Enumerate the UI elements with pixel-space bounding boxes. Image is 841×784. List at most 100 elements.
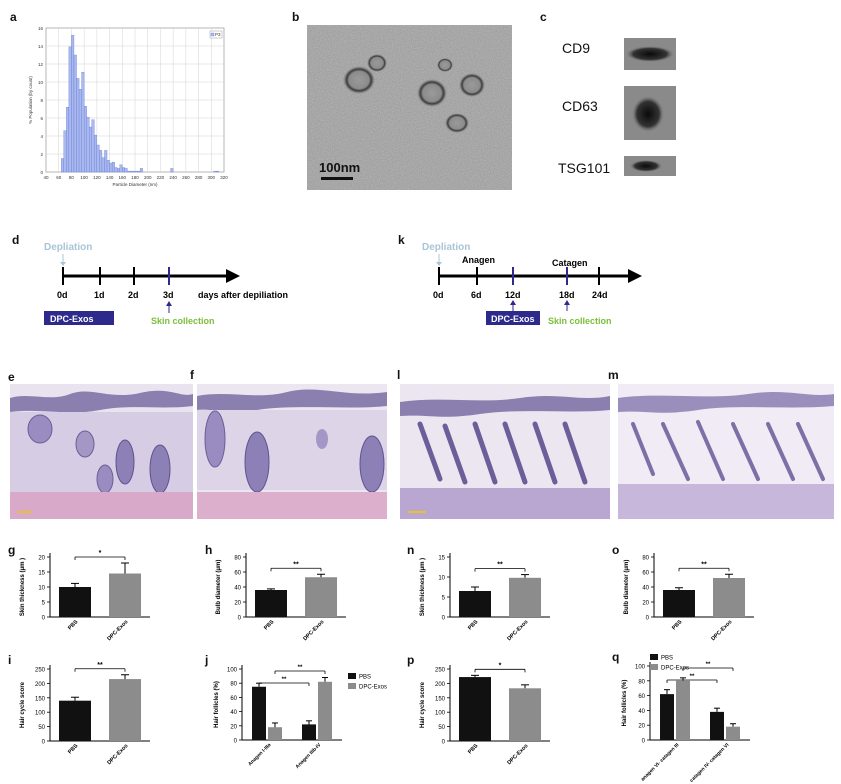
y-tick-label: 0 xyxy=(642,739,646,745)
y-tick-label: 250 xyxy=(435,668,446,674)
histogram-y-tick: 4 xyxy=(40,134,43,139)
histogram-bar xyxy=(83,106,87,173)
wb-label-cd63: CD63 xyxy=(562,98,598,114)
histogram-bar xyxy=(137,170,141,173)
bar xyxy=(509,577,541,617)
histogram-x-tick: 200 xyxy=(144,175,152,180)
y-tick-label: 100 xyxy=(227,668,238,674)
histogram-x-label: Particle Diameter (nm) xyxy=(112,182,158,187)
significance-label: ** xyxy=(282,677,287,683)
y-tick-label: 0 xyxy=(442,740,446,746)
histogram-bar xyxy=(96,144,100,173)
legend-swatch xyxy=(650,664,658,670)
histogram-bar xyxy=(63,130,67,173)
y-tick-label: 0 xyxy=(238,616,242,622)
histogram-bar xyxy=(129,170,133,173)
histogram-bar xyxy=(132,170,136,173)
legend-label: DPC-Exos xyxy=(661,666,689,672)
y-tick-label: 80 xyxy=(638,679,645,685)
y-tick-label: 60 xyxy=(234,571,241,577)
category-label: catagen IV- catagen VI xyxy=(689,742,731,784)
significance-label: ** xyxy=(701,561,707,568)
y-tick-label: 50 xyxy=(438,725,445,731)
histology-e-drawing xyxy=(10,384,193,519)
legend-label: PBS xyxy=(661,656,673,662)
timeline-d-tick-2: 2d xyxy=(128,290,139,300)
bar xyxy=(713,578,745,617)
chart-g: 0 5 10 15 20 PBS DPC-Exos * Skin thickness (μm ) xyxy=(20,550,150,642)
histogram-y-tick: 8 xyxy=(40,98,43,103)
significance-label: ** xyxy=(97,662,103,669)
histogram-bar xyxy=(66,107,70,173)
panel-letter-a: a xyxy=(10,10,17,24)
histology-l xyxy=(400,384,610,519)
panel-letter-q: q xyxy=(612,650,620,664)
legend-swatch xyxy=(650,654,658,660)
category-label: PBS xyxy=(67,743,79,755)
significance-label: * xyxy=(99,550,102,557)
legend-label: DPC-Exos xyxy=(359,685,387,691)
histogram-x-tick: 220 xyxy=(157,175,165,180)
histology-m xyxy=(618,384,834,519)
histogram-bar xyxy=(109,162,113,173)
timeline-d-tick-0: 0d xyxy=(57,290,68,300)
y-tick-label: 0 xyxy=(442,616,446,622)
histogram-y-label: % Population (by count) xyxy=(28,76,33,124)
histology-f-drawing xyxy=(197,384,387,519)
western-blot xyxy=(624,38,676,176)
timeline-k-depilation: Depliation xyxy=(422,242,470,253)
histogram-y-tick: 12 xyxy=(38,62,44,67)
histogram-x-tick: 60 xyxy=(56,175,62,180)
y-tick-label: 250 xyxy=(35,668,46,674)
y-tick-label: 0 xyxy=(42,616,46,622)
y-tick-label: 0 xyxy=(42,740,46,746)
histogram-bar xyxy=(61,158,64,173)
y-tick-label: 200 xyxy=(35,682,46,688)
legend-swatch xyxy=(348,683,356,689)
timeline-k-anagen: Anagen xyxy=(462,255,495,265)
y-axis-label: Bulb diameter (μm) xyxy=(216,560,222,615)
panel-letter-i: i xyxy=(8,653,12,667)
legend-label: PBS xyxy=(359,675,371,681)
histogram-bar xyxy=(94,134,98,173)
y-tick-label: 10 xyxy=(38,586,45,592)
histogram-x-tick: 140 xyxy=(106,175,114,180)
tem-scale-label: 100nm xyxy=(319,160,360,175)
panel-letter-n: n xyxy=(407,543,415,557)
histogram-x-tick: 80 xyxy=(69,175,75,180)
y-axis-label: Bulb diameter (μm) xyxy=(624,560,630,615)
significance-label: ** xyxy=(706,662,711,668)
y-tick-label: 150 xyxy=(35,696,46,702)
histogram-bar xyxy=(122,167,125,173)
y-axis-label: Hair follicles (%) xyxy=(214,681,220,728)
panel-letter-c: c xyxy=(540,10,547,24)
chart-p: 0 50 100 150 200 250 PBS DPC-Exos * Hair cycle sc… xyxy=(420,662,550,766)
chart-o: 0 20 40 60 80 PBS DPC-Exos ** Bulb diameter (μm) xyxy=(624,553,754,642)
histogram-bar xyxy=(81,71,85,173)
histogram-legend-box xyxy=(209,30,223,39)
y-tick-label: 20 xyxy=(230,724,237,730)
bar xyxy=(660,694,674,740)
histogram-bar xyxy=(99,150,103,173)
tem-image-drawing: 100nm xyxy=(307,25,512,190)
bar xyxy=(252,686,266,740)
category-label: Anagen I-IIIa xyxy=(247,742,272,767)
y-tick-label: 50 xyxy=(38,725,45,731)
histogram-bar xyxy=(216,170,220,173)
bar xyxy=(726,726,740,740)
y-tick-label: 100 xyxy=(35,711,46,717)
histogram-bar xyxy=(139,168,143,173)
histogram-x-tick: 100 xyxy=(80,175,88,180)
histogram-y-tick: 10 xyxy=(38,80,44,85)
y-axis-label: Skin thickness (μm ) xyxy=(420,558,426,616)
y-tick-label: 100 xyxy=(635,665,646,671)
histogram-bar xyxy=(104,150,108,173)
timeline-k-dpc-box xyxy=(486,311,540,325)
timeline-k: Depliation Anagen Catagen 0d 6d 12d 18d … xyxy=(422,242,642,326)
histogram-bar xyxy=(119,164,123,173)
histogram-bar xyxy=(91,119,95,173)
panel-letter-f: f xyxy=(190,368,194,382)
y-axis-label: Hair follicles (%) xyxy=(622,680,628,727)
histogram-x-tick: 300 xyxy=(208,175,216,180)
y-tick-label: 20 xyxy=(638,724,645,730)
